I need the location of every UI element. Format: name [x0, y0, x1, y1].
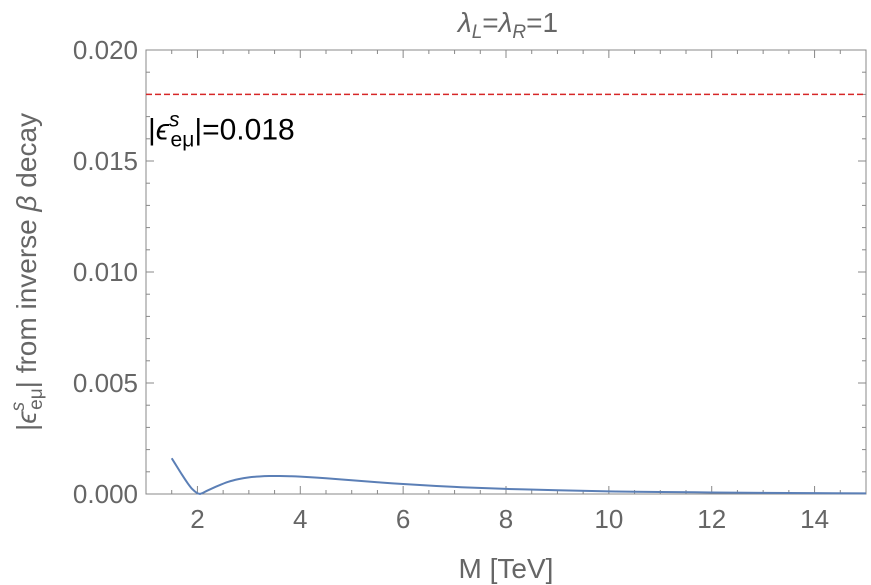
title-eq-one: =1 — [526, 7, 558, 38]
annotation-value: |=0.018 — [194, 113, 294, 146]
annotation-subscript: eμ — [171, 128, 195, 151]
y-minor-ticks — [146, 71, 866, 473]
y-axis-label: |ϵseμ| from inverse β decay — [8, 113, 47, 431]
series-line — [170, 457, 867, 496]
y-tick-label: 0.000 — [73, 479, 138, 509]
chart-title: λL=λR=1 — [456, 7, 558, 43]
y-tick-label: 0.005 — [73, 368, 138, 398]
ylabel-tail: decay — [11, 113, 42, 196]
ylabel-beta: β — [11, 195, 42, 212]
y-tick-label: 0.015 — [73, 146, 138, 176]
title-eq: = — [482, 7, 498, 38]
title-sub-l: L — [472, 22, 483, 43]
x-tick-label: 10 — [594, 504, 623, 534]
title-lambda-l: λ — [456, 7, 472, 38]
x-tick-label: 6 — [396, 504, 410, 534]
ylabel-epsilon: ϵ — [11, 411, 42, 424]
y-tick-label: 0.010 — [73, 257, 138, 287]
y-ticks: 0.000 0.005 0.010 0.015 0.020 — [73, 35, 866, 509]
title-sub-r: R — [512, 22, 526, 43]
annotation-superscript: s — [169, 108, 180, 131]
x-tick-label: 2 — [190, 504, 204, 534]
ylabel-subscript: eμ — [26, 388, 47, 410]
x-tick-label: 8 — [499, 504, 513, 534]
ylabel-superscript: s — [8, 401, 29, 411]
x-tick-label: 12 — [697, 504, 726, 534]
annotation-epsilon: ϵ — [156, 113, 170, 146]
x-axis-label: M [TeV] — [459, 553, 554, 584]
x-tick-label: 4 — [293, 504, 307, 534]
ylabel-bar-open: | — [11, 424, 42, 431]
y-tick-label: 0.020 — [73, 35, 138, 65]
x-tick-label: 14 — [800, 504, 829, 534]
title-lambda-r: λ — [497, 7, 513, 38]
annotation-bar-open: | — [148, 113, 156, 146]
threshold-annotation: |ϵs eμ|=0.018 — [148, 108, 295, 151]
ylabel-text: | from inverse — [11, 211, 42, 388]
